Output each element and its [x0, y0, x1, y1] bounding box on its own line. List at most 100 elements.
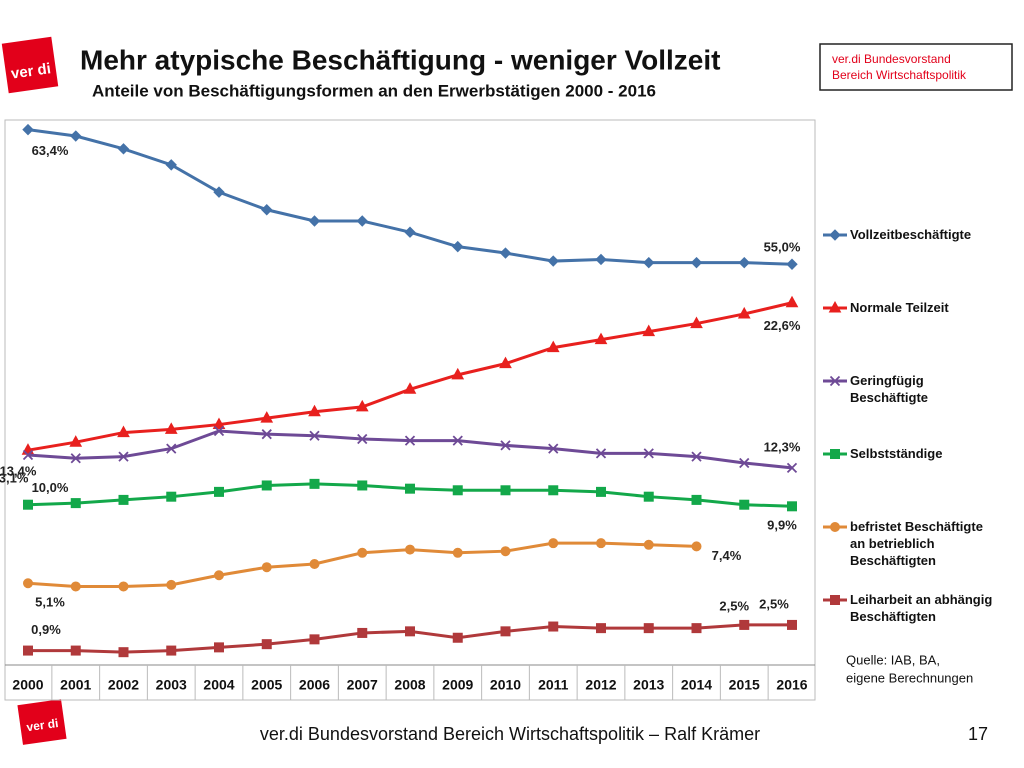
- marker: [212, 417, 226, 430]
- marker: [164, 422, 178, 434]
- marker: [355, 399, 369, 412]
- chart-title: Mehr atypische Beschäftigung - weniger V…: [80, 44, 721, 75]
- x-tick-label: 2004: [203, 677, 234, 693]
- marker: [70, 645, 81, 656]
- marker: [738, 256, 750, 269]
- marker: [308, 215, 321, 227]
- x-tick-label: 2010: [490, 677, 521, 693]
- marker: [260, 411, 274, 423]
- marker: [70, 453, 81, 464]
- marker: [690, 316, 703, 329]
- marker: [499, 356, 512, 369]
- marker: [213, 425, 225, 437]
- marker: [739, 619, 750, 630]
- marker: [261, 429, 272, 440]
- marker: [739, 499, 750, 510]
- marker: [690, 256, 703, 269]
- marker: [118, 451, 129, 462]
- marker: [356, 215, 368, 227]
- legend-label: Vollzeitbeschäftigte: [850, 227, 972, 242]
- marker: [404, 435, 416, 446]
- marker: [596, 538, 606, 549]
- marker: [691, 541, 702, 552]
- marker: [452, 435, 463, 446]
- marker: [357, 547, 368, 558]
- logo: ver di: [1, 36, 59, 94]
- x-tick-label: 2012: [585, 677, 616, 693]
- marker: [546, 340, 560, 353]
- marker: [787, 619, 797, 630]
- marker: [70, 581, 81, 592]
- x-tick-label: 2001: [60, 677, 91, 693]
- plot-frame: [4, 119, 816, 701]
- data-label: 9,9%: [767, 518, 797, 533]
- legend-label: Normale Teilzeit: [850, 300, 949, 315]
- marker: [594, 332, 608, 345]
- marker: [309, 430, 320, 441]
- marker: [261, 204, 273, 216]
- x-tick-label: 2000: [12, 677, 43, 693]
- marker: [261, 562, 272, 573]
- series-line: [27, 429, 793, 470]
- marker: [404, 226, 416, 238]
- legend-swatch: [823, 449, 847, 459]
- data-label: 5,1%: [35, 595, 65, 610]
- marker: [308, 404, 321, 417]
- data-label: 0,9%: [31, 622, 61, 637]
- legend-swatch: [823, 300, 847, 313]
- marker: [691, 494, 702, 505]
- marker: [357, 480, 368, 491]
- marker: [596, 486, 606, 497]
- legend-label: Selbstständige: [850, 446, 943, 461]
- legend-marker: [830, 595, 840, 605]
- legend-item: Selbstständige: [822, 441, 1022, 514]
- marker: [643, 491, 654, 502]
- marker: [643, 623, 654, 634]
- data-label: 22,6%: [764, 318, 801, 333]
- marker: [309, 559, 320, 570]
- marker: [737, 306, 751, 319]
- marker: [117, 425, 130, 438]
- source: eigene Berechnungen: [846, 670, 973, 685]
- marker: [786, 258, 798, 270]
- data-label: 10,0%: [32, 480, 69, 495]
- x-tick-label: 2016: [776, 677, 807, 693]
- x-tick-label: 2011: [538, 677, 569, 693]
- marker: [261, 639, 272, 650]
- logo-text: ver di: [10, 60, 52, 82]
- legend-item: Geringfügig Beschäftigte: [822, 368, 1022, 441]
- marker: [405, 626, 415, 637]
- marker: [214, 570, 224, 581]
- source: Quelle: IAB, BA,: [846, 652, 940, 667]
- page-number: 17: [968, 724, 988, 744]
- marker: [643, 256, 655, 269]
- marker: [548, 621, 559, 632]
- legend-label: Leiharbeit an abhängig Beschäftigten: [850, 592, 993, 624]
- x-tick-label: 2013: [633, 677, 664, 693]
- marker: [23, 578, 33, 589]
- series-line: [27, 128, 793, 266]
- x-tick-label: 2006: [299, 677, 330, 693]
- marker: [166, 443, 177, 454]
- marker: [309, 478, 320, 489]
- legend-swatch: [823, 595, 847, 605]
- marker: [165, 159, 177, 171]
- marker: [23, 645, 33, 656]
- legend-marker: [830, 449, 840, 459]
- logo-box: [1, 36, 59, 94]
- marker: [787, 501, 797, 512]
- marker: [452, 240, 464, 253]
- marker: [500, 546, 511, 557]
- marker: [357, 433, 368, 445]
- marker: [405, 483, 415, 494]
- legend-marker: [830, 522, 840, 532]
- legend-item: befristet Beschäftigte an betrieblich Be…: [822, 514, 1022, 587]
- legend-marker: [829, 375, 841, 387]
- x-tick-label: 2005: [251, 677, 282, 693]
- legend-swatch: [823, 229, 847, 241]
- marker: [22, 449, 34, 461]
- marker: [166, 645, 177, 656]
- marker: [261, 480, 272, 491]
